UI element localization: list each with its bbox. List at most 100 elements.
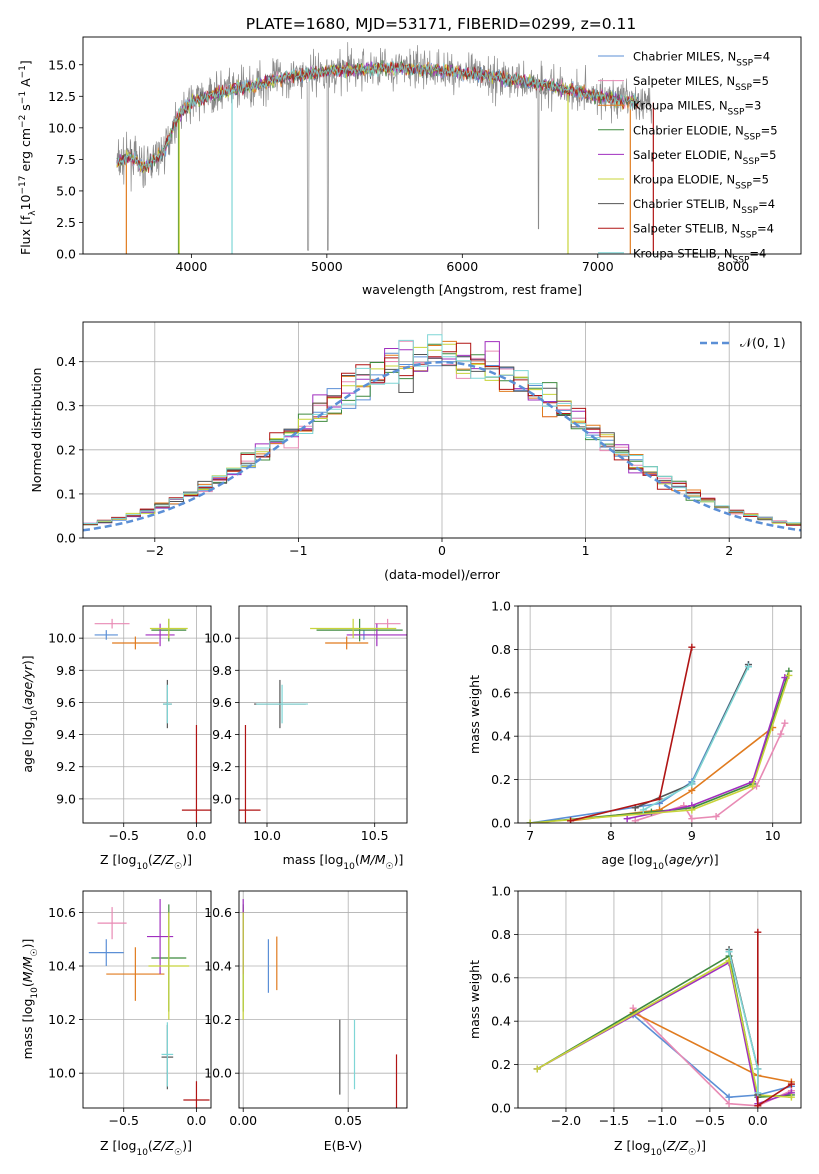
axes-frame xyxy=(517,605,802,824)
mass-weight-line xyxy=(632,1014,792,1099)
x-axis-label: Z [log10(Z/Z☉)] xyxy=(614,1138,706,1158)
plot-area-spectrum xyxy=(116,42,654,254)
axes-frame xyxy=(82,321,802,539)
plot-area-age_vs_Z xyxy=(94,618,211,823)
y-axis-label: age [log10(age/yr)] xyxy=(20,655,40,772)
y-tick-label: 0.0 xyxy=(56,247,76,262)
chart-weight_vs_Z: −2.0 −1.5 −1.0 −0.5 0.0 0.0 0.2 0.4 0.6 0.8 1.0 Z [… xyxy=(467,884,802,1158)
y-axis-label: mass [log10(M/M☉)] xyxy=(20,939,40,1060)
y-tick-label: 0.2 xyxy=(491,772,511,787)
chart-mass_vs_EBV: 0.00 0.05 10.0 10.2 10.4 10.6 E(B-V) xyxy=(204,890,408,1153)
mass-weight-marker xyxy=(777,730,785,738)
plot-area-residuals xyxy=(83,334,801,532)
x-tick-label: 10 xyxy=(765,828,781,843)
y-tick-label: 10.4 xyxy=(48,959,76,974)
x-axis-label: Z [log10(Z/Z☉)] xyxy=(100,1138,192,1158)
x-tick-label: 8 xyxy=(607,828,615,843)
y-tick-label: 10.0 xyxy=(204,631,232,646)
y-axis-label: mass weight xyxy=(467,675,482,754)
x-tick-label: −2.0 xyxy=(551,1113,581,1128)
axes-frame xyxy=(82,890,212,1109)
x-tick-label: 0.05 xyxy=(334,1113,362,1128)
y-tick-label: 0.2 xyxy=(491,1057,511,1072)
spectrum-legend: Chabrier MILES, NSSP=4 Salpeter MILES, NS… xyxy=(598,50,778,265)
x-axis-label: age [log10(age/yr)] xyxy=(601,852,718,872)
y-tick-label: 0.3 xyxy=(56,398,76,413)
mass-weight-marker xyxy=(754,1102,762,1108)
x-tick-label: 6000 xyxy=(446,259,478,274)
histogram-series xyxy=(83,334,801,524)
y-tick-label: 10.0 xyxy=(204,1066,232,1081)
legend-label: Kroupa ELODIE, NSSP=5 xyxy=(633,173,769,192)
mass-weight-marker xyxy=(725,1100,733,1108)
y-tick-label: 0.4 xyxy=(491,729,511,744)
legend-label: Salpeter STELIB, NSSP=4 xyxy=(633,222,774,241)
x-axis-label: Z [log10(Z/Z☉)] xyxy=(100,852,192,872)
mass-weight-marker xyxy=(688,806,696,814)
x-tick-label: 0.00 xyxy=(229,1113,257,1128)
y-tick-label: 10.0 xyxy=(48,120,76,135)
mass-weight-marker xyxy=(623,815,631,823)
plot-area-mass_vs_Z xyxy=(88,899,210,1108)
x-tick-label: 4000 xyxy=(175,259,207,274)
x-tick-label: −0.5 xyxy=(109,828,139,843)
legend-label: Chabrier STELIB, NSSP=4 xyxy=(633,197,775,216)
mass-weight-marker xyxy=(725,948,733,956)
x-axis-label: E(B-V) xyxy=(324,1138,363,1153)
y-tick-label: 0.6 xyxy=(491,685,511,700)
y-tick-label: 1.0 xyxy=(491,884,511,899)
mass-weight-line xyxy=(536,961,792,1105)
x-tick-label: 0 xyxy=(438,543,446,558)
mass-weight-line xyxy=(642,666,750,811)
x-tick-label: 9 xyxy=(688,828,696,843)
axes-frame xyxy=(517,890,802,1109)
mass-weight-line xyxy=(632,1011,792,1083)
plot-area-mass_vs_EBV xyxy=(242,899,398,1108)
y-tick-label: 10.0 xyxy=(48,631,76,646)
mass-weight-line xyxy=(632,1007,792,1107)
mass-weight-marker xyxy=(781,674,789,682)
chart-residuals: −2 −1 0 1 2 0.0 0.1 0.2 0.3 0.4 𝒩(0, 1) (data-model… xyxy=(29,321,802,582)
axes-frame xyxy=(238,890,408,1109)
x-tick-label: −1.5 xyxy=(599,1113,629,1128)
y-tick-label: 12.5 xyxy=(48,89,76,104)
plot-area-weight_vs_Z xyxy=(533,928,795,1108)
y-tick-label: 9.6 xyxy=(212,695,232,710)
mass-weight-marker xyxy=(754,1089,762,1097)
legend-label: Kroupa STELIB, NSSP=4 xyxy=(633,246,766,265)
y-axis-label: mass weight xyxy=(467,960,482,1039)
x-tick-label: −1 xyxy=(289,543,307,558)
y-tick-label: 10.2 xyxy=(204,1012,232,1027)
legend-label: Chabrier ELODIE, NSSP=5 xyxy=(633,123,778,142)
axes-frame xyxy=(82,605,212,824)
y-tick-label: 10.6 xyxy=(48,905,76,920)
y-tick-label: 0.4 xyxy=(56,354,76,369)
legend-label: Chabrier MILES, NSSP=4 xyxy=(633,50,770,69)
spectrum-data-line xyxy=(116,42,653,251)
x-tick-label: 10.0 xyxy=(253,828,281,843)
mass-weight-marker xyxy=(688,786,696,794)
y-axis-label: Flux [fλ10−17 erg cm−2 s−1 A−1] xyxy=(18,60,38,255)
mass-weight-line xyxy=(757,932,792,1108)
y-tick-label: 15.0 xyxy=(48,57,76,72)
y-tick-label: 9.0 xyxy=(56,791,76,806)
y-tick-label: 2.5 xyxy=(56,215,76,230)
mass-weight-marker xyxy=(688,643,696,651)
y-tick-label: 9.2 xyxy=(212,759,232,774)
mass-weight-marker xyxy=(533,1065,541,1073)
x-tick-label: 5000 xyxy=(311,259,343,274)
mass-weight-marker xyxy=(712,812,720,820)
x-tick-label: 0.0 xyxy=(187,828,207,843)
y-tick-label: 9.0 xyxy=(212,791,232,806)
x-tick-label: 7000 xyxy=(582,259,614,274)
gaussian-curve xyxy=(83,360,801,532)
mass-weight-marker xyxy=(787,1080,795,1088)
legend-label: Kroupa MILES, NSSP=3 xyxy=(633,99,761,118)
y-tick-label: 0.0 xyxy=(491,1101,511,1116)
y-tick-label: 5.0 xyxy=(56,183,76,198)
axes-frame xyxy=(82,36,802,255)
axes-frame xyxy=(238,605,408,824)
